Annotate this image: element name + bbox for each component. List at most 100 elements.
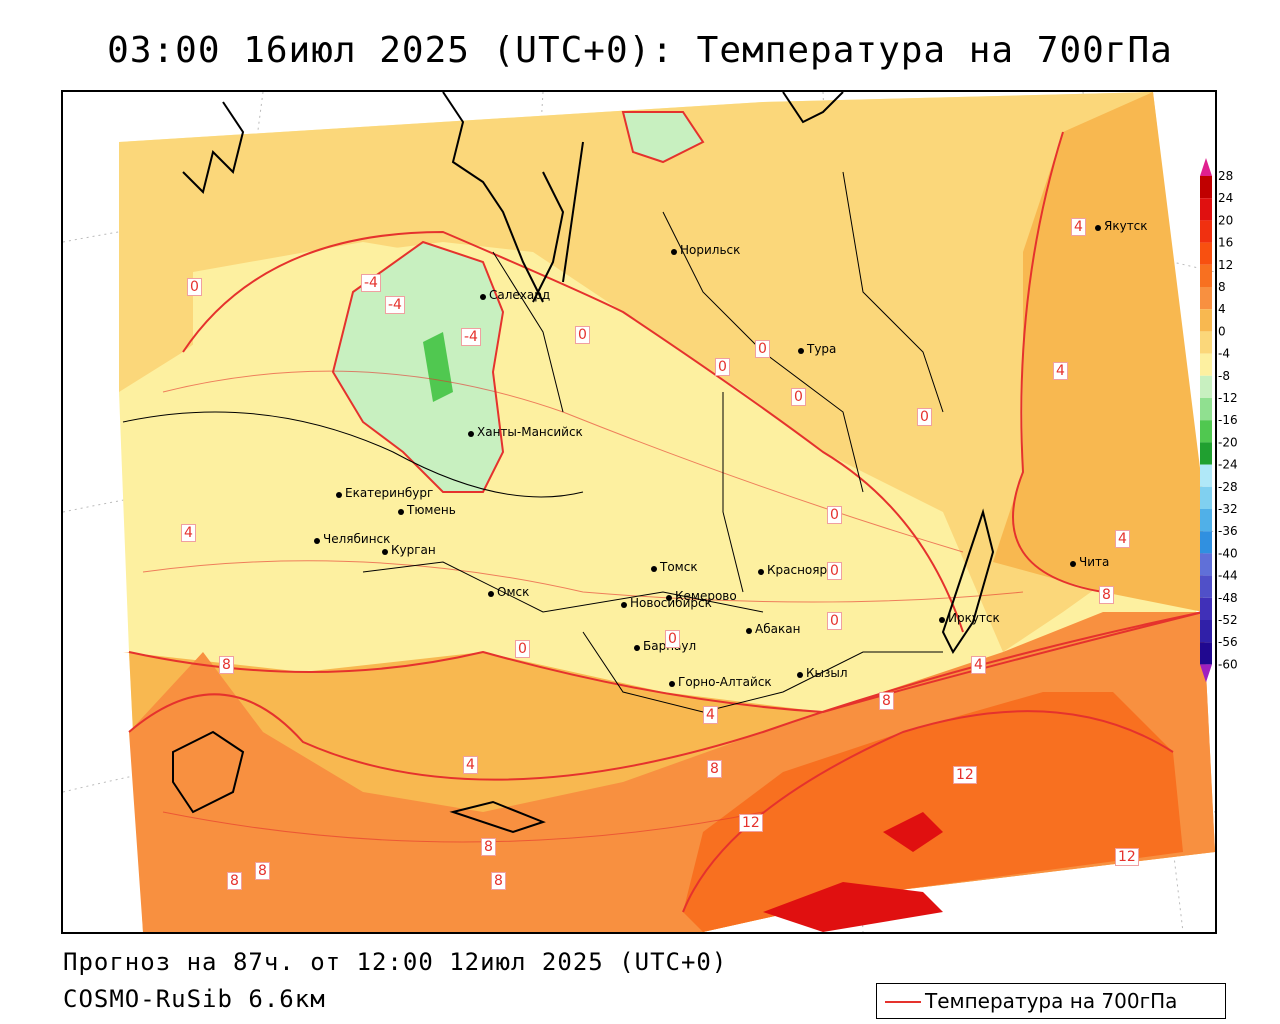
isotherm-label: 0	[575, 326, 590, 344]
city-dot	[798, 348, 804, 354]
scale-swatch	[1200, 420, 1212, 443]
scale-swatch	[1200, 398, 1212, 421]
isotherm-label: -4	[385, 296, 405, 314]
forecast-info: Прогноз на 87ч. от 12:00 12июл 2025 (UTC…	[63, 948, 728, 976]
isotherm-label: 8	[707, 760, 722, 778]
scale-swatch	[1200, 642, 1212, 665]
coastline	[172, 92, 995, 834]
city-dot	[797, 672, 803, 678]
scale-swatch	[1200, 176, 1212, 199]
band-12-16	[683, 692, 1183, 932]
isotherm-label: 4	[181, 524, 196, 542]
city-label: Кызыл	[806, 666, 848, 680]
scale-swatch	[1200, 442, 1212, 465]
city-label: Якутск	[1104, 219, 1148, 233]
city-label: Новосибирск	[630, 596, 712, 610]
scale-swatch	[1200, 509, 1212, 532]
scale-tick-label: 8	[1218, 280, 1226, 294]
model-name: COSMO-RuSib 6.6км	[63, 985, 326, 1013]
city-dot	[382, 549, 388, 555]
city-dot	[746, 628, 752, 634]
isotherm-label: 8	[255, 862, 270, 880]
band-16-20	[763, 882, 943, 932]
city-label: Челябинск	[323, 532, 391, 546]
isotherm-label: 0	[515, 640, 530, 658]
scale-swatch	[1200, 264, 1212, 287]
city-label: Ханты-Мансийск	[477, 425, 583, 439]
isotherm-label: 12	[953, 766, 977, 784]
isotherm-label: 4	[1115, 530, 1130, 548]
scale-tick-label: -12	[1218, 391, 1238, 405]
isotherm-label: 0	[827, 562, 842, 580]
isotherm-label: 0	[917, 408, 932, 426]
city-dot	[1070, 561, 1076, 567]
city-label: Норильск	[680, 243, 741, 257]
city-label: Абакан	[755, 622, 801, 636]
scale-tick-label: -56	[1218, 635, 1238, 649]
legend-box: Температура на 700гПа	[876, 983, 1226, 1019]
legend-line-swatch	[885, 1001, 921, 1003]
scale-swatch	[1200, 486, 1212, 509]
scale-tick-label: 4	[1218, 302, 1226, 316]
scale-tick-label: -40	[1218, 546, 1238, 560]
scale-tick-label: -24	[1218, 458, 1238, 472]
isotherm-label: 8	[481, 838, 496, 856]
city-dot	[669, 681, 675, 687]
city-dot	[651, 566, 657, 572]
scale-tick-label: 16	[1218, 236, 1233, 250]
isotherm-lines	[128, 111, 1204, 913]
scale-tick-label: -16	[1218, 413, 1238, 427]
city-dot	[398, 509, 404, 515]
isotherm-label: 0	[187, 278, 202, 296]
isotherm-label: 8	[227, 872, 242, 890]
city-label: Кемерово	[675, 589, 737, 603]
scale-tick-label: -20	[1218, 435, 1238, 449]
city-dot	[314, 538, 320, 544]
scale-tick-label: -60	[1218, 657, 1238, 671]
isotherm-label: 0	[715, 358, 730, 376]
isotherm-label: 0	[827, 612, 842, 630]
scale-tick-label: 12	[1218, 258, 1233, 272]
city-label: Курган	[391, 543, 436, 557]
scale-bottom-arrow	[1200, 664, 1212, 683]
scale-swatch	[1200, 531, 1212, 554]
scale-swatch	[1200, 220, 1212, 243]
band-0-4-north	[119, 92, 1203, 652]
isotherm-label: -4	[461, 328, 481, 346]
city-dot	[939, 617, 945, 623]
isotherm-label: 4	[1053, 362, 1068, 380]
legend-label: Температура на 700гПа	[925, 989, 1178, 1013]
isotherm-label: 8	[879, 692, 894, 710]
isotherm-label: 0	[791, 388, 806, 406]
city-dot	[666, 595, 672, 601]
isotherm-label: -4	[361, 274, 381, 292]
city-label: Екатеринбург	[345, 486, 434, 500]
city-dot	[488, 591, 494, 597]
scale-tick-label: -4	[1218, 347, 1230, 361]
scale-swatch	[1200, 242, 1212, 265]
scale-tick-label: -52	[1218, 613, 1238, 627]
city-label: Томск	[660, 560, 698, 574]
city-dot	[468, 431, 474, 437]
isotherm-label: 8	[1099, 586, 1114, 604]
city-label: Салехард	[489, 288, 551, 302]
isotherm-label: 4	[703, 706, 718, 724]
city-label: Чита	[1079, 555, 1110, 569]
temperature-map	[63, 92, 1215, 932]
scale-swatch	[1200, 353, 1212, 376]
city-dot	[621, 602, 627, 608]
scale-tick-label: -44	[1218, 569, 1238, 583]
city-dot	[1095, 225, 1101, 231]
scale-top-arrow	[1200, 158, 1212, 176]
scale-tick-label: -28	[1218, 480, 1238, 494]
isotherm-label: 8	[219, 656, 234, 674]
isotherm-label: 12	[1115, 848, 1139, 866]
city-label: Тюмень	[407, 503, 456, 517]
isotherm-label: 4	[971, 656, 986, 674]
city-label: Горно-Алтайск	[678, 675, 772, 689]
scale-swatch	[1200, 287, 1212, 310]
isotherm-label: 0	[827, 506, 842, 524]
scale-tick-label: -32	[1218, 502, 1238, 516]
scale-tick-label: 20	[1218, 213, 1233, 227]
scale-swatch	[1200, 198, 1212, 221]
